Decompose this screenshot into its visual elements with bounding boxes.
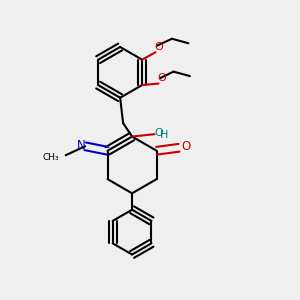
Text: O: O (158, 73, 167, 83)
Text: CH₃: CH₃ (42, 153, 59, 162)
Text: O: O (155, 42, 164, 52)
Text: N: N (76, 139, 85, 152)
Text: O: O (181, 140, 190, 153)
Text: O: O (154, 128, 163, 138)
Text: H: H (160, 130, 169, 140)
